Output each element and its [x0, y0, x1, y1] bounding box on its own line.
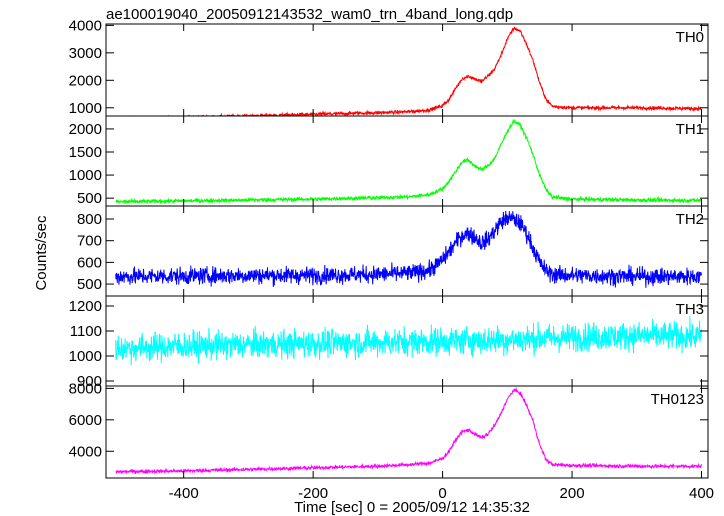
y-tick-label: 700 — [77, 233, 102, 250]
x-axis-label: Time [sec] 0 = 2005/09/12 14:35:32 — [294, 499, 530, 516]
x-tick-label: -400 — [169, 485, 199, 502]
series-line-th3 — [115, 316, 702, 366]
y-tick-label: 900 — [77, 373, 102, 390]
panel-th3: 900 1000 1100 1200 TH3 — [69, 295, 709, 390]
panel-frame — [105, 205, 709, 297]
y-tick-label: 1500 — [69, 144, 102, 161]
series-line-th0123 — [115, 386, 702, 475]
series-line-th0 — [117, 26, 702, 116]
panel-label-th0123: TH0123 — [651, 391, 704, 408]
y-tick-label: 500 — [77, 190, 102, 207]
panel-label-th3: TH3 — [676, 301, 704, 318]
panel-th0123: 4000 6000 8000 TH0123 — [69, 380, 709, 479]
panel-frame — [105, 115, 709, 207]
y-tick-label: 1000 — [69, 167, 102, 184]
panel-th1: 500 1000 1500 2000 TH1 — [69, 115, 709, 207]
panel-frame — [105, 385, 709, 479]
y-tick-label: 1100 — [70, 323, 102, 340]
y-tick-label: 4000 — [69, 17, 102, 34]
y-tick-label: 6000 — [69, 412, 102, 429]
panel-label-th2: TH2 — [676, 211, 704, 228]
y-tick-label: 500 — [77, 276, 102, 293]
panel-label-th1: TH1 — [676, 121, 704, 138]
y-tick-label: 2000 — [69, 72, 102, 89]
panel-th0: 1000 2000 3000 4000 TH0 — [69, 17, 709, 117]
panel-th2: 500 600 700 800 TH2 — [77, 205, 709, 297]
y-tick-label: 600 — [77, 254, 102, 271]
y-tick-label: 4000 — [69, 443, 102, 460]
y-tick-label: 1200 — [69, 298, 102, 315]
y-tick-label: 1000 — [69, 100, 102, 117]
x-tick-label: 200 — [560, 485, 585, 502]
y-tick-label: 3000 — [69, 45, 102, 62]
y-axis-label: Counts/sec — [33, 215, 50, 291]
y-tick-label: 1000 — [69, 348, 102, 365]
x-tick-label: 0 — [438, 485, 446, 502]
series-line-th2 — [115, 210, 702, 288]
x-tick-label: -200 — [298, 485, 328, 502]
y-tick-label: 2000 — [69, 121, 102, 138]
panel-frame — [105, 23, 709, 117]
series-line-th1 — [115, 118, 702, 205]
y-tick-label: 8000 — [69, 380, 102, 397]
panel-label-th0: TH0 — [676, 29, 704, 46]
plot-title: ae100019040_20050912143532_wam0_trn_4ban… — [106, 6, 513, 23]
x-tick-label: 400 — [689, 485, 714, 502]
y-tick-label: 800 — [77, 211, 102, 228]
